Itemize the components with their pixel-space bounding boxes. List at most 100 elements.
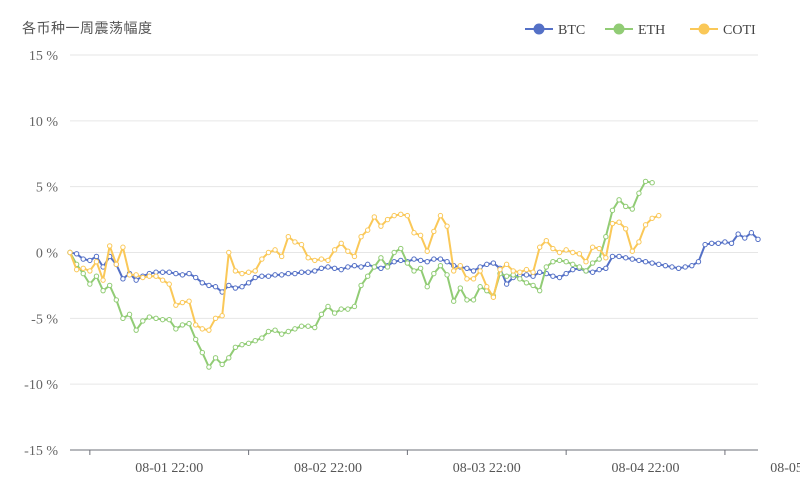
- data-point-eth: [583, 268, 589, 274]
- data-point-coti: [398, 211, 404, 218]
- data-point-btc: [186, 270, 192, 277]
- data-point-coti: [126, 272, 133, 278]
- data-point-coti: [616, 219, 622, 225]
- data-point-btc: [351, 262, 358, 269]
- y-tick-label: 0 %: [36, 247, 59, 262]
- data-point-coti: [239, 270, 245, 277]
- data-point-coti: [285, 234, 292, 240]
- data-point-btc: [616, 253, 622, 260]
- data-point-eth: [358, 282, 364, 289]
- data-point-coti: [563, 247, 569, 253]
- data-point-btc: [656, 261, 662, 268]
- data-point-btc: [431, 256, 437, 262]
- data-point-eth: [642, 178, 649, 185]
- data-point-eth: [437, 262, 444, 269]
- data-point-btc: [312, 268, 318, 274]
- data-point-btc: [411, 256, 417, 262]
- data-point-btc: [87, 257, 93, 264]
- data-point-coti: [133, 272, 139, 278]
- data-point-coti: [206, 327, 212, 333]
- data-point-eth: [563, 259, 569, 265]
- data-point-btc: [226, 282, 232, 289]
- data-point-coti: [358, 234, 364, 240]
- data-point-eth: [556, 257, 563, 264]
- data-point-coti: [100, 277, 106, 283]
- data-point-coti: [265, 249, 272, 256]
- data-point-coti: [338, 240, 344, 246]
- data-point-coti: [589, 244, 596, 250]
- data-point-btc: [702, 241, 708, 248]
- data-point-btc: [298, 269, 305, 275]
- data-point-eth: [603, 234, 609, 240]
- data-point-coti: [649, 215, 655, 221]
- data-point-btc: [550, 273, 556, 279]
- data-point-coti: [93, 259, 100, 265]
- data-point-btc: [245, 280, 252, 286]
- data-point-btc: [444, 259, 450, 265]
- data-point-btc: [609, 253, 616, 260]
- data-point-eth: [199, 349, 206, 356]
- data-point-btc: [133, 277, 139, 283]
- data-point-btc: [596, 266, 602, 273]
- data-point-btc: [192, 274, 199, 281]
- data-point-coti: [583, 259, 589, 265]
- data-point-coti: [477, 268, 483, 274]
- data-point-eth: [424, 284, 430, 290]
- data-point-eth: [464, 297, 470, 303]
- data-point-coti: [417, 232, 424, 239]
- data-point-btc: [642, 259, 649, 265]
- data-point-btc: [272, 272, 278, 278]
- data-point-btc: [636, 257, 642, 264]
- data-point-eth: [325, 303, 331, 310]
- data-point-btc: [378, 265, 384, 271]
- data-point-coti: [259, 256, 265, 262]
- data-point-eth: [312, 324, 318, 331]
- data-point-eth: [140, 318, 146, 324]
- y-tick-label: -10 %: [24, 378, 58, 393]
- data-point-eth: [371, 264, 378, 270]
- data-point-eth: [212, 355, 219, 361]
- data-point-eth: [616, 197, 622, 203]
- legend-label-btc: BTC: [558, 23, 585, 38]
- chart-title: 各币种一周震荡幅度: [22, 21, 153, 37]
- data-point-btc: [159, 269, 166, 275]
- data-point-btc: [292, 270, 298, 277]
- data-point-btc: [523, 272, 530, 278]
- data-point-coti: [470, 276, 477, 282]
- data-point-btc: [649, 260, 655, 266]
- data-point-eth: [450, 298, 457, 304]
- data-point-coti: [570, 249, 576, 256]
- data-point-eth: [398, 245, 404, 252]
- data-point-eth: [206, 364, 212, 370]
- data-point-eth: [364, 273, 371, 279]
- data-point-eth: [431, 270, 437, 277]
- data-point-btc: [206, 282, 212, 289]
- data-point-btc: [232, 285, 239, 291]
- y-tick-label: 10 %: [29, 115, 59, 130]
- data-point-coti: [450, 268, 457, 274]
- x-tick-label: 08-02 22:00: [294, 461, 362, 476]
- data-point-eth: [411, 268, 417, 274]
- data-point-eth: [239, 341, 245, 348]
- data-point-coti: [437, 212, 444, 219]
- data-point-coti: [536, 244, 543, 250]
- data-point-coti: [199, 326, 206, 332]
- data-point-btc: [278, 272, 285, 278]
- data-point-eth: [384, 264, 391, 270]
- data-point-btc: [239, 284, 245, 290]
- data-point-eth: [444, 272, 450, 278]
- data-point-eth: [252, 338, 258, 344]
- data-point-coti: [424, 248, 430, 254]
- data-point-eth: [622, 203, 629, 210]
- data-point-coti: [278, 253, 285, 260]
- data-point-eth: [589, 260, 596, 266]
- data-point-eth: [576, 264, 583, 270]
- data-point-btc: [80, 256, 86, 262]
- data-point-coti: [73, 266, 80, 273]
- data-point-eth: [259, 335, 265, 341]
- data-point-btc: [199, 280, 206, 286]
- data-point-btc: [622, 255, 629, 261]
- data-point-coti: [530, 269, 536, 275]
- data-point-btc: [331, 265, 338, 271]
- data-point-eth: [378, 255, 384, 261]
